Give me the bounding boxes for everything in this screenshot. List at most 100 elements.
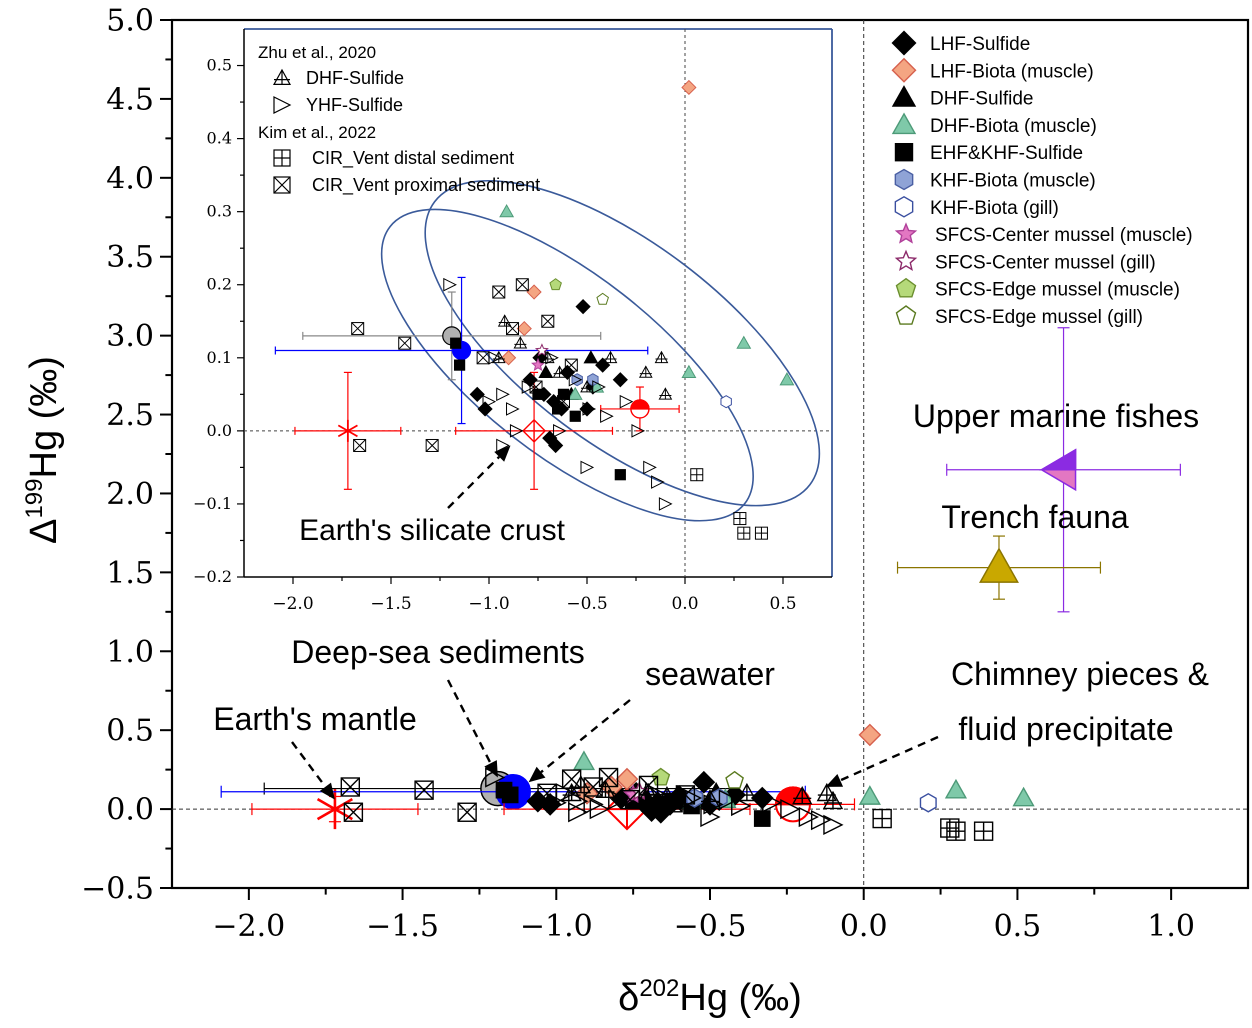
inset-earth-s-mantle-point	[337, 419, 358, 442]
cir-vent-distal-sediment-kim-et-al-2022-point	[872, 808, 892, 829]
x-tick-label: 1.0	[1147, 909, 1195, 944]
y-tick-label: 1.0	[106, 635, 154, 670]
trench-fauna-point	[978, 547, 1019, 583]
legend-label: SFCS-Edge mussel (gill)	[935, 307, 1143, 328]
legend-item-khf-biota-gill: KHF-Biota (gill)	[894, 195, 1059, 219]
y-tick-label: 3.0	[106, 319, 154, 354]
yhf-sulfide-zhu-et-al-2020-point	[718, 789, 740, 810]
inset-yhf-sulfide-zhu-et-al-2020-point	[592, 380, 606, 394]
inset-x-tick-label: 0.0	[671, 594, 698, 614]
khf-biota-gill-legend-marker	[894, 195, 914, 218]
inset-y-tick-label: 0.5	[207, 56, 232, 75]
seawater-annotation: seawater	[645, 656, 775, 692]
yhf-sulfide-zhu-et-al-2020-point	[700, 806, 721, 828]
inset-lhf-sulfide-point	[575, 299, 591, 315]
inset-lhf-biota-muscle-point	[516, 320, 532, 337]
inset-lhf-sulfide-point	[579, 401, 595, 417]
dhf-sulfide-legend-marker	[891, 85, 917, 107]
main-annotations: Upper marine fishes Trench fauna Deep-sea …	[213, 398, 1209, 800]
cir-vent-proximal-sediment-kim-et-al-2022-point	[414, 780, 434, 800]
inset-cir-vent-distal-sediment-kim-et-al-2022-point	[690, 468, 704, 482]
chimney-annotation-line2: fluid precipitate	[958, 711, 1173, 747]
inset-cir-vent-proximal-sediment-kim-et-al-2022-point	[425, 438, 439, 452]
inset-yhf-sulfide-zhu-et-al-2020-point	[509, 424, 524, 438]
lhf-biota-muscle-legend-marker	[891, 57, 917, 83]
inset-lhf-sulfide-point	[469, 386, 485, 402]
yhf-sulfide-zhu-et-al-2020-point	[798, 806, 819, 828]
sfcs-edge-mussel-gill-point	[725, 770, 744, 789]
y-tick-label: 4.5	[106, 82, 154, 117]
inset-cir-vent-distal-sediment-kim-et-al-2022-point	[733, 512, 747, 526]
sfcs-edge-mussel-muscle-legend-marker	[895, 277, 917, 298]
inset-x-tick-label: −1.5	[370, 594, 411, 614]
inset-cir-vent-proximal-sediment-kim-et-al-2022-point	[515, 278, 529, 292]
earth-s-mantle-annotation: Earth's mantle	[213, 701, 417, 737]
inset-yhf-sulfide-zhu-et-al-2020-point	[506, 402, 520, 416]
dhf-sulfide-zhu-et-al-2020-point	[822, 790, 844, 810]
inset-yhf-sulfide-zhu-et-al-2020-point	[496, 387, 510, 402]
y-tick-label: 2.0	[106, 477, 154, 512]
upper-marine-fishes-annotation: Upper marine fishes	[913, 398, 1199, 434]
sfcs-edge-mussel-gill-legend-marker	[895, 305, 917, 325]
upper-marine-fishes-point	[1038, 448, 1077, 492]
yhf-sulfide-zhu-et-al-2020-point	[568, 802, 589, 823]
inset-legend-label: CIR_Vent distal sediment	[312, 148, 514, 169]
inset-lhf-sulfide-point	[477, 401, 493, 417]
yhf-sulfide-zhu-et-al-2020-point	[780, 798, 801, 820]
dhf-sulfide-zhu-et-al-2020-point	[656, 786, 678, 805]
inset-sfcs-center-mussel-muscle-point	[531, 357, 545, 372]
legend-label: SFCS-Edge mussel (muscle)	[935, 280, 1180, 301]
dhf-biota-muscle-point	[944, 778, 968, 799]
legend-item-sfcs-center-mussel-gill: SFCS-Center mussel (gill)	[894, 249, 1156, 273]
inset-yhf-sulfide-zhu-et-al-2020-point	[600, 409, 614, 424]
x-axis-label: δ202Hg (‰)	[618, 975, 802, 1019]
legend-label: DHF-Biota (muscle)	[930, 116, 1097, 137]
cir-vent-distal-sediment-kim-et-al-2022-point	[946, 821, 966, 841]
x-tick-label: −1.0	[520, 909, 593, 944]
inset-legend-item-yhf-sulfide: YHF-Sulfide	[273, 95, 403, 115]
yhf-sulfide-zhu-et-al-2020-point	[703, 794, 724, 815]
inset-ehf-khf-sulfide-point	[450, 337, 462, 349]
yhf-sulfide-zhu-et-al-2020-point	[731, 795, 752, 817]
legend-item-sfcs-edge-mussel-muscle: SFCS-Edge mussel (muscle)	[895, 277, 1180, 301]
legend-label: LHF-Sulfide	[930, 34, 1030, 55]
inset-yhf-sulfide-zhu-et-al-2020-point	[631, 424, 646, 438]
legend-item-lhf-sulfide: LHF-Sulfide	[891, 30, 1030, 56]
inset-yhf-sulfide-zhu-et-al-2020-point	[582, 402, 597, 416]
inset-lhf-sulfide-point	[612, 372, 628, 388]
inset-cir-vent-distal-sediment-kim-et-al-2022-point	[737, 526, 751, 540]
cir-vent-proximal-sediment-kim-et-al-2022-point	[620, 789, 640, 810]
y-axis-label: Δ199Hg (‰)	[21, 356, 65, 544]
inset-sfcs-center-mussel-gill-point	[534, 343, 549, 357]
yhf-sulfide-legend-marker	[273, 96, 292, 114]
x-tick-label: −2.0	[212, 909, 285, 944]
inset-lhf-sulfide-point	[559, 364, 576, 381]
yhf-sulfide-zhu-et-al-2020-point	[761, 792, 783, 813]
main-plot: −2.0 −1.5 −1.0 −0.5 0.0 0.5 1.0 −0.5 0.0 0.5 1.0 1.…	[21, 4, 1250, 1019]
inset-dhf-biota-muscle-point	[499, 204, 515, 218]
y-tick-label: 1.5	[106, 556, 154, 591]
inset-y-tick-label: −0.2	[193, 567, 232, 586]
cir-vent-proximal-sediment-kim-et-al-2022-point	[537, 783, 557, 804]
yhf-sulfide-zhu-et-al-2020-point	[810, 810, 832, 831]
inset-yhf-sulfide-zhu-et-al-2020-point	[443, 277, 457, 292]
cir-vent-proximal-sediment-kim-et-al-2022-point	[663, 793, 683, 813]
inset-yhf-sulfide-zhu-et-al-2020-point	[553, 424, 567, 438]
inset-x-tick-label: −0.5	[566, 594, 607, 614]
lhf-biota-muscle-point	[615, 767, 639, 791]
cir-vent-proximal-sediment-kim-et-al-2022-point	[638, 775, 659, 796]
earths-silicate-crust-annotation: Earth's silicate crust	[299, 514, 565, 547]
earths-silicate-crust-arrow	[447, 445, 511, 509]
inset-khf-biota-gill-point	[720, 395, 732, 409]
inset-lhf-biota-muscle-point	[526, 284, 542, 300]
inset-legend-item-cir-vent-distal-sediment: CIR_Vent distal sediment	[273, 148, 514, 169]
inset-legend-title: Kim et al., 2022	[258, 123, 376, 142]
inset-x-tick-label: −1.0	[468, 594, 509, 614]
y-tick-label: 3.5	[106, 240, 154, 275]
y-tick-label: 4.0	[106, 161, 154, 196]
ehf-khf-sulfide-point	[501, 786, 519, 804]
inset-y-tick-label: 0.2	[207, 275, 232, 294]
inset-lhf-sulfide-point	[548, 437, 564, 454]
inset-cir-vent-proximal-sediment-kim-et-al-2022-point	[541, 314, 555, 328]
